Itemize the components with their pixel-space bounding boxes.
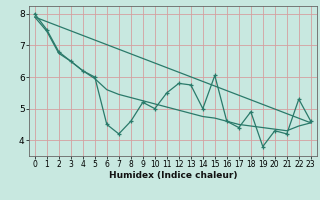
X-axis label: Humidex (Indice chaleur): Humidex (Indice chaleur) <box>108 171 237 180</box>
